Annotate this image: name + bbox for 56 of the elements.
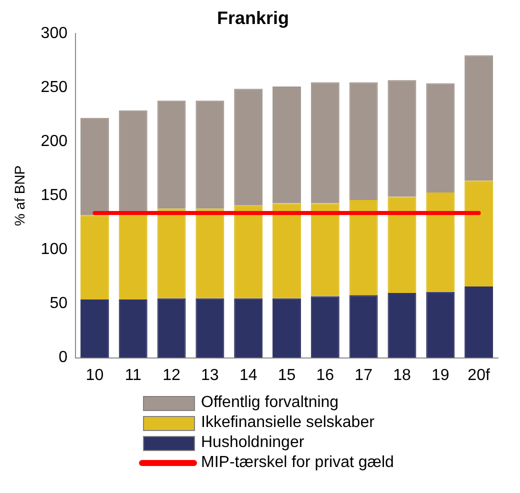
bar (80, 118, 109, 216)
bar (464, 286, 494, 358)
bar (426, 83, 455, 192)
y-tick-label: 300 (40, 25, 68, 42)
x-tick-label: 19 (431, 366, 450, 384)
bar (388, 292, 416, 358)
bar (118, 214, 148, 300)
bar (349, 82, 378, 200)
legend-label: Ikkefinansielle selskaber (201, 413, 374, 433)
y-tick-label: 50 (50, 295, 68, 312)
legend-label: Husholdninger (201, 433, 304, 453)
bar (196, 298, 224, 358)
x-tick-label: 14 (239, 366, 258, 384)
bar (118, 299, 148, 358)
bar (272, 203, 301, 298)
bar (388, 80, 416, 197)
bar (196, 100, 224, 209)
x-tick-label: 16 (316, 366, 334, 384)
y-tick-label: 200 (40, 133, 68, 150)
bar (310, 296, 340, 358)
x-tick-label: 12 (162, 366, 181, 384)
bar (349, 295, 378, 358)
x-tick-label: 11 (124, 366, 142, 384)
bar (196, 208, 224, 298)
bar (388, 196, 416, 293)
bar (426, 292, 455, 358)
bar (80, 299, 109, 358)
x-tick-label: 13 (201, 366, 219, 384)
legend-label: MIP-tærskel for privat gæld (201, 453, 394, 473)
y-tick-label: 0 (58, 349, 68, 366)
bar (464, 55, 494, 181)
chart-title: Frankrig (216, 8, 290, 28)
legend-label: Offentlig forvaltning (201, 393, 339, 413)
x-tick-label: 18 (393, 366, 411, 384)
bar (464, 180, 494, 286)
bar (157, 208, 186, 298)
bar (426, 192, 455, 292)
x-tick-label: 20f (468, 366, 490, 384)
bar (310, 203, 340, 296)
bar (310, 82, 340, 204)
x-tick-label: 17 (354, 366, 373, 384)
y-axis-title: % af BNP (11, 165, 28, 226)
bar (234, 205, 263, 298)
x-tick-label: 15 (278, 366, 296, 384)
bar (157, 298, 186, 358)
y-tick-label: 100 (40, 241, 68, 258)
bar (157, 100, 186, 209)
y-tick-label: 150 (40, 187, 68, 204)
bar (272, 298, 301, 358)
bar (349, 200, 378, 296)
y-tick-label: 250 (40, 79, 68, 96)
bar (80, 215, 109, 300)
x-tick-label: 10 (86, 366, 104, 384)
bar (234, 88, 263, 206)
bar (272, 86, 301, 204)
bar (234, 298, 263, 358)
